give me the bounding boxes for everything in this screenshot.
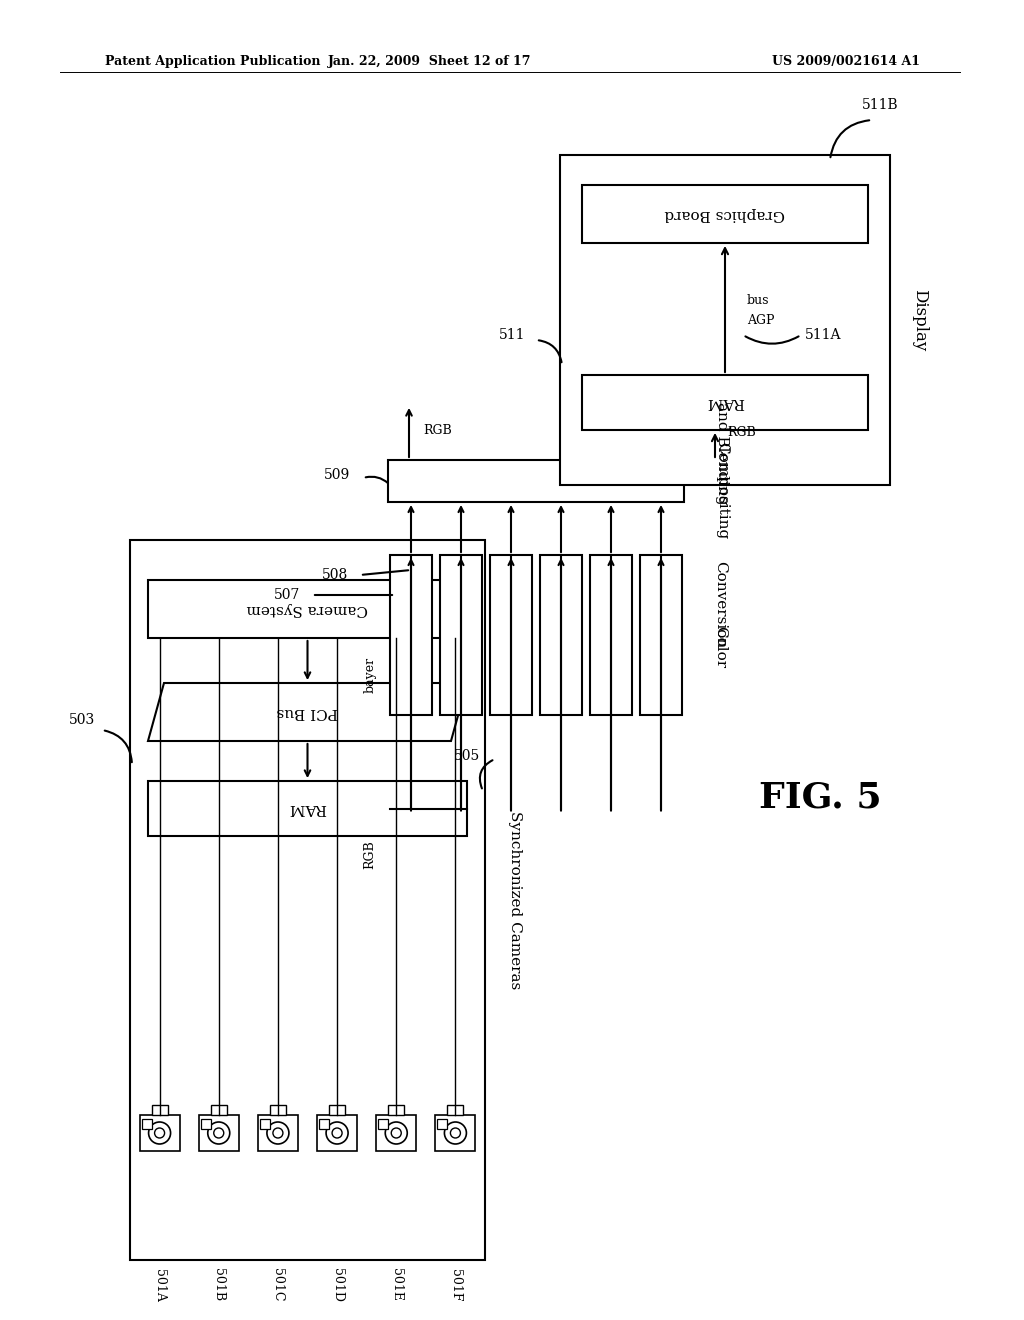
Circle shape bbox=[444, 1122, 466, 1144]
Text: RGB: RGB bbox=[727, 425, 756, 438]
Bar bbox=[540, 554, 582, 715]
Bar bbox=[435, 1115, 475, 1151]
Circle shape bbox=[273, 1129, 283, 1138]
Polygon shape bbox=[148, 682, 467, 741]
Text: RAM: RAM bbox=[289, 801, 327, 816]
Text: 511A: 511A bbox=[805, 327, 842, 342]
Text: 505: 505 bbox=[454, 748, 480, 763]
Text: 501C: 501C bbox=[271, 1269, 285, 1302]
Circle shape bbox=[155, 1129, 165, 1138]
Bar bbox=[148, 781, 467, 836]
Bar bbox=[560, 154, 890, 484]
Circle shape bbox=[332, 1129, 342, 1138]
Circle shape bbox=[451, 1129, 461, 1138]
Bar bbox=[437, 1119, 447, 1129]
Text: RAM: RAM bbox=[706, 396, 744, 409]
Bar bbox=[260, 1119, 270, 1129]
Text: 501F: 501F bbox=[449, 1269, 462, 1302]
Bar bbox=[258, 1115, 298, 1151]
Circle shape bbox=[385, 1122, 408, 1144]
Text: PCI Bus: PCI Bus bbox=[276, 705, 338, 719]
Text: 503: 503 bbox=[69, 713, 95, 727]
Bar bbox=[148, 579, 467, 638]
Bar bbox=[378, 1119, 388, 1129]
Bar bbox=[317, 1115, 357, 1151]
Bar bbox=[490, 554, 532, 715]
Circle shape bbox=[267, 1122, 289, 1144]
Circle shape bbox=[391, 1129, 401, 1138]
Text: and Blending: and Blending bbox=[715, 401, 729, 504]
Bar bbox=[440, 554, 482, 715]
Text: 501A: 501A bbox=[153, 1269, 166, 1302]
Text: Graphics Board: Graphics Board bbox=[665, 207, 785, 220]
Bar bbox=[152, 1105, 168, 1115]
Bar bbox=[388, 1105, 404, 1115]
Text: 511: 511 bbox=[499, 327, 525, 342]
Bar bbox=[582, 185, 868, 243]
Text: Display: Display bbox=[911, 289, 929, 351]
Text: 501B: 501B bbox=[212, 1269, 225, 1302]
Text: Conversion: Conversion bbox=[713, 561, 727, 648]
Bar bbox=[582, 375, 868, 430]
Text: Compositing: Compositing bbox=[715, 442, 729, 540]
Text: 507: 507 bbox=[273, 587, 300, 602]
Text: Patent Application Publication: Patent Application Publication bbox=[105, 55, 321, 69]
Text: RGB: RGB bbox=[364, 841, 377, 870]
Text: bayer: bayer bbox=[364, 657, 377, 693]
Text: 501D: 501D bbox=[331, 1269, 344, 1302]
Text: 511B: 511B bbox=[861, 98, 898, 112]
Bar bbox=[388, 459, 684, 502]
Bar bbox=[329, 1105, 345, 1115]
Bar bbox=[139, 1115, 179, 1151]
Text: RGB: RGB bbox=[423, 424, 452, 437]
Text: bus: bus bbox=[746, 293, 769, 306]
Bar bbox=[270, 1105, 286, 1115]
Circle shape bbox=[208, 1122, 229, 1144]
Bar bbox=[390, 554, 432, 715]
Text: AGP: AGP bbox=[746, 314, 774, 326]
Bar bbox=[590, 554, 632, 715]
Circle shape bbox=[326, 1122, 348, 1144]
Circle shape bbox=[214, 1129, 224, 1138]
Text: US 2009/0021614 A1: US 2009/0021614 A1 bbox=[772, 55, 920, 69]
Text: Jan. 22, 2009  Sheet 12 of 17: Jan. 22, 2009 Sheet 12 of 17 bbox=[329, 55, 531, 69]
Text: 501E: 501E bbox=[390, 1269, 402, 1302]
Bar bbox=[211, 1105, 226, 1115]
Text: FIG. 5: FIG. 5 bbox=[759, 780, 882, 814]
Text: Color: Color bbox=[713, 626, 727, 668]
Bar bbox=[141, 1119, 152, 1129]
Text: Synchronized Cameras: Synchronized Cameras bbox=[508, 810, 522, 989]
Bar bbox=[376, 1115, 416, 1151]
Text: Camera System: Camera System bbox=[247, 602, 369, 616]
Text: 509: 509 bbox=[324, 469, 350, 482]
Circle shape bbox=[148, 1122, 171, 1144]
Bar bbox=[130, 540, 485, 1261]
Bar bbox=[640, 554, 682, 715]
Bar bbox=[201, 1119, 211, 1129]
Bar bbox=[319, 1119, 329, 1129]
Bar bbox=[199, 1115, 239, 1151]
Bar bbox=[447, 1105, 464, 1115]
Text: 508: 508 bbox=[322, 568, 348, 582]
